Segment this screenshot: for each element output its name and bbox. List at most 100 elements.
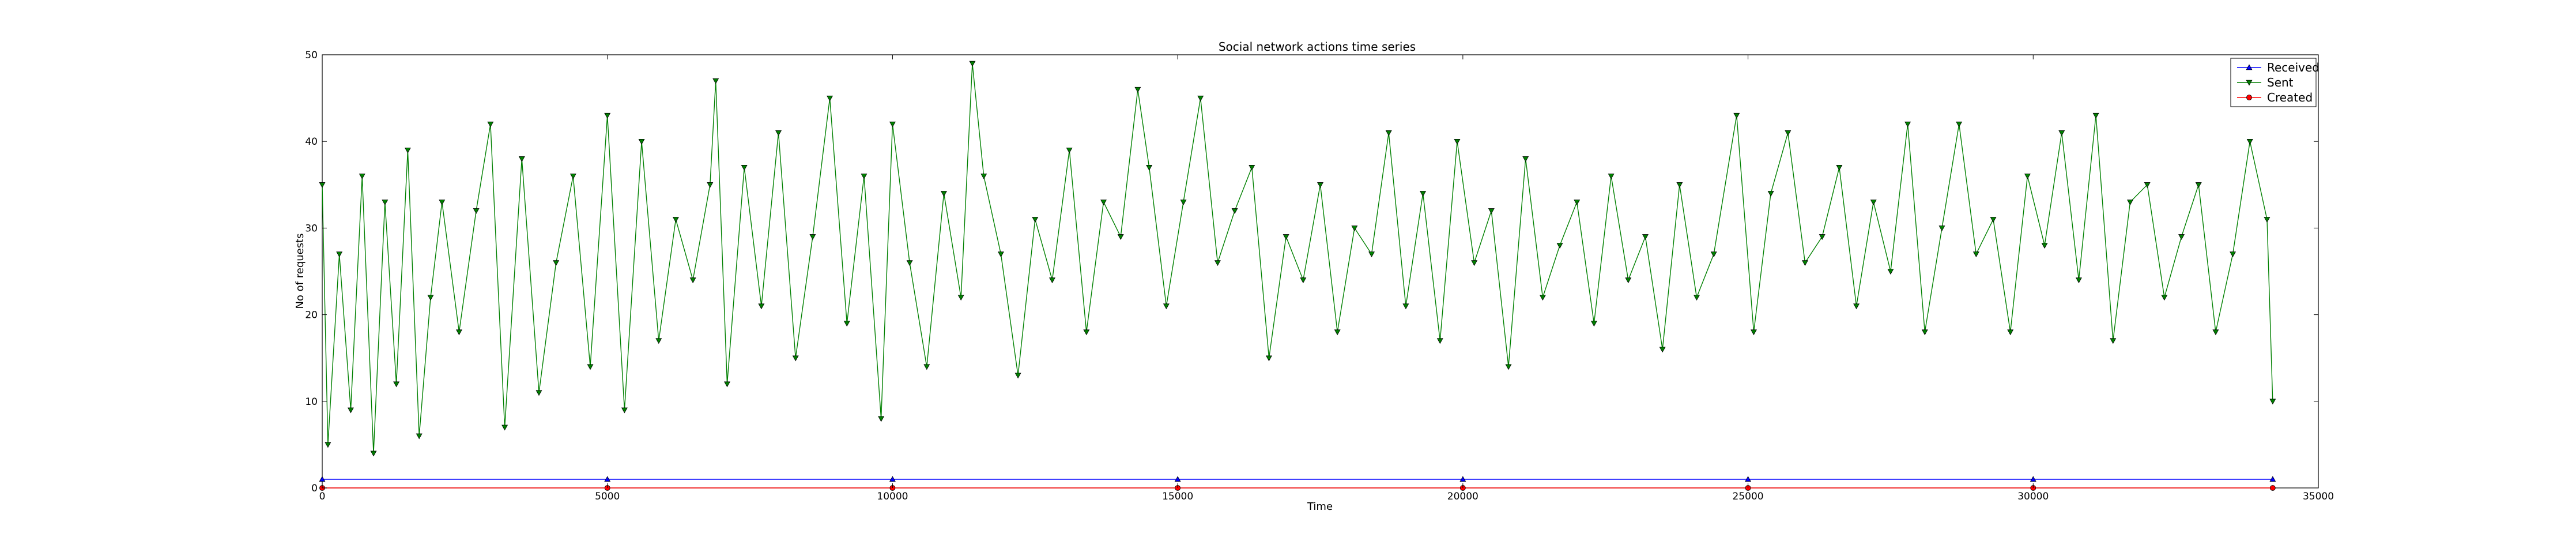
- data-point-sent: [518, 156, 525, 162]
- data-point-sent: [404, 147, 411, 153]
- data-point-sent: [473, 208, 480, 214]
- data-point-sent: [1014, 373, 1021, 379]
- data-point-sent: [1351, 226, 1358, 232]
- y-axis-label: No of requests: [294, 233, 306, 309]
- x-tick-label: 15000: [1162, 491, 1193, 502]
- series-received: [319, 476, 2276, 482]
- data-point-sent: [2269, 399, 2276, 405]
- data-point-sent: [1819, 234, 1826, 241]
- data-point-sent: [621, 407, 628, 414]
- data-point-sent: [2024, 174, 2031, 179]
- data-point-sent: [1574, 200, 1581, 205]
- data-point-received: [2030, 476, 2036, 482]
- data-point-sent: [359, 174, 365, 179]
- y-tick-label: 40: [305, 136, 318, 148]
- data-point-sent: [827, 95, 833, 102]
- data-point-received: [1459, 476, 1466, 482]
- x-tick-label: 10000: [877, 491, 908, 502]
- data-point-sent: [2246, 138, 2253, 145]
- legend-label-created: Created: [2267, 91, 2313, 104]
- data-point-sent: [672, 217, 679, 223]
- y-tick-label: 0: [311, 483, 318, 494]
- data-point-sent: [1802, 260, 1808, 266]
- data-point-sent: [2041, 243, 2048, 249]
- data-point-sent: [1231, 208, 1238, 214]
- data-point-sent: [1710, 251, 1717, 258]
- data-point-sent: [1100, 200, 1107, 205]
- x-tick-label: 30000: [2017, 491, 2049, 502]
- data-layer: [319, 61, 2276, 491]
- data-point-sent: [775, 130, 782, 136]
- x-tick-label: 35000: [2303, 491, 2334, 502]
- data-point-sent: [1454, 138, 1461, 145]
- data-point-sent: [587, 364, 594, 370]
- x-axis-label: Time: [1307, 501, 1333, 513]
- y-axis: 0 10 20 30 40 50: [305, 50, 2318, 494]
- data-point-sent: [382, 200, 389, 205]
- data-point-sent: [416, 433, 423, 439]
- data-point-sent: [2075, 277, 2082, 284]
- data-point-received: [1745, 476, 1752, 482]
- data-point-sent: [1134, 87, 1141, 93]
- data-point-sent: [741, 165, 748, 171]
- data-point-sent: [1488, 208, 1495, 214]
- data-point-sent: [427, 295, 434, 301]
- data-point-sent: [980, 174, 987, 179]
- data-point-sent: [1083, 329, 1090, 336]
- data-point-sent: [1853, 303, 1860, 310]
- legend-label-received: Received: [2267, 61, 2319, 74]
- data-point-sent: [1048, 277, 1055, 284]
- data-point-sent: [923, 364, 930, 370]
- y-tick-label: 10: [305, 396, 318, 408]
- data-point-sent: [1904, 121, 1911, 127]
- data-point-sent: [487, 121, 494, 127]
- data-point-sent: [1659, 347, 1666, 353]
- data-point-sent: [2007, 329, 2014, 336]
- data-point-sent: [1180, 200, 1187, 205]
- data-point-sent: [325, 442, 331, 448]
- data-point-sent: [1146, 165, 1153, 171]
- data-point-sent: [843, 321, 850, 327]
- data-point-sent: [758, 303, 765, 310]
- data-point-sent: [1300, 277, 1307, 284]
- data-point-sent: [2144, 182, 2151, 188]
- data-point-sent: [1870, 200, 1877, 205]
- data-point-sent: [2212, 329, 2219, 336]
- data-point-sent: [997, 251, 1004, 258]
- data-point-sent: [2092, 112, 2099, 119]
- data-point-sent: [1694, 295, 1700, 301]
- data-point-sent: [1317, 182, 1323, 188]
- data-point-sent: [1117, 234, 1124, 241]
- data-point-sent: [1066, 147, 1073, 153]
- data-point-sent: [2110, 338, 2117, 344]
- y-tick-label: 30: [305, 223, 318, 234]
- data-point-sent: [940, 191, 947, 197]
- data-point-sent: [1283, 234, 1289, 241]
- data-point-sent: [1249, 165, 1255, 171]
- data-point-received: [604, 476, 611, 482]
- data-point-sent: [2195, 182, 2202, 188]
- data-point-sent: [569, 174, 576, 179]
- data-point-sent: [1556, 243, 1563, 249]
- data-point-sent: [1163, 303, 1170, 310]
- data-point-sent: [878, 416, 885, 422]
- legend-frame: [2230, 58, 2317, 107]
- data-point-sent: [1522, 156, 1529, 162]
- data-point-sent: [1625, 277, 1632, 284]
- data-point-sent: [1265, 355, 1272, 362]
- data-point-sent: [1938, 226, 1945, 232]
- data-point-sent: [1334, 329, 1341, 336]
- legend-marker-sent: [2246, 80, 2253, 86]
- data-point-sent: [1785, 130, 1791, 136]
- data-point-sent: [1921, 329, 1928, 336]
- data-point-sent: [1956, 121, 1963, 127]
- y-tick-label: 50: [305, 50, 318, 61]
- data-point-sent: [1608, 174, 1615, 179]
- data-point-sent: [689, 277, 696, 284]
- data-point-sent: [2161, 295, 2168, 301]
- data-point-sent: [455, 329, 462, 336]
- legend-marker-received: [2246, 64, 2253, 70]
- data-point-sent: [1676, 182, 1683, 188]
- data-point-sent: [501, 424, 508, 431]
